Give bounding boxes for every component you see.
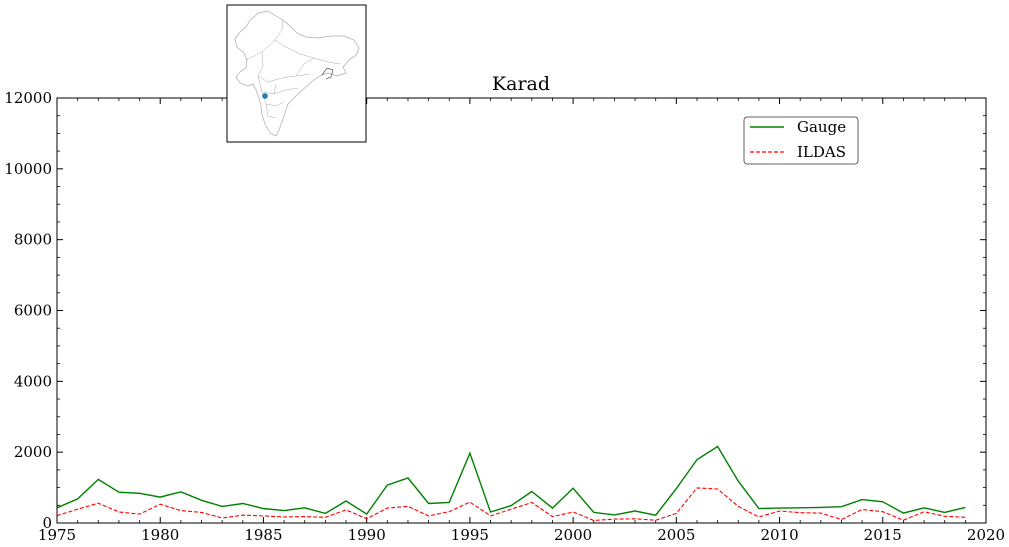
- india-outline: [234, 10, 360, 137]
- x-tick-label: 1975: [38, 526, 76, 544]
- x-tick-label: 1985: [244, 526, 282, 544]
- y-tick-label: 10000: [4, 160, 52, 178]
- bangladesh-border: [321, 67, 334, 80]
- tick-labels: 1975 1980 1985 1990 1995 2000 2005 2010 2015 2020…: [4, 89, 1005, 544]
- legend-label-ildas: ILDAS: [797, 143, 846, 161]
- legend-box: [743, 116, 859, 165]
- series-layer: [56, 445, 966, 522]
- x-tick-label: 2020: [967, 526, 1005, 544]
- y-tick-label: 6000: [14, 302, 52, 320]
- legend: Gauge ILDAS: [743, 116, 859, 165]
- site-marker: [262, 93, 268, 99]
- x-tick-label: 1995: [451, 526, 489, 544]
- x-tick-label: 1990: [348, 526, 386, 544]
- y-tick-label: 12000: [4, 89, 52, 107]
- series-line-ildas: [56, 487, 966, 522]
- chart-title: Karad: [492, 73, 550, 95]
- y-tick-label: 2000: [14, 443, 52, 461]
- inset-map-frame: [226, 4, 367, 143]
- legend-label-gauge: Gauge: [797, 118, 846, 136]
- series-line-gauge: [56, 445, 966, 516]
- x-tick-label: 2000: [554, 526, 592, 544]
- x-tick-label: 2005: [657, 526, 695, 544]
- y-tick-label: 4000: [14, 372, 52, 390]
- x-tick-label: 1980: [141, 526, 179, 544]
- plot-frame: [56, 97, 987, 524]
- y-tick-label: 0: [42, 514, 52, 532]
- y-tick-label: 8000: [14, 231, 52, 249]
- inset-map: [226, 4, 367, 143]
- x-tick-label: 2010: [760, 526, 798, 544]
- india-state-borders: [245, 19, 341, 119]
- x-tick-label: 2015: [864, 526, 902, 544]
